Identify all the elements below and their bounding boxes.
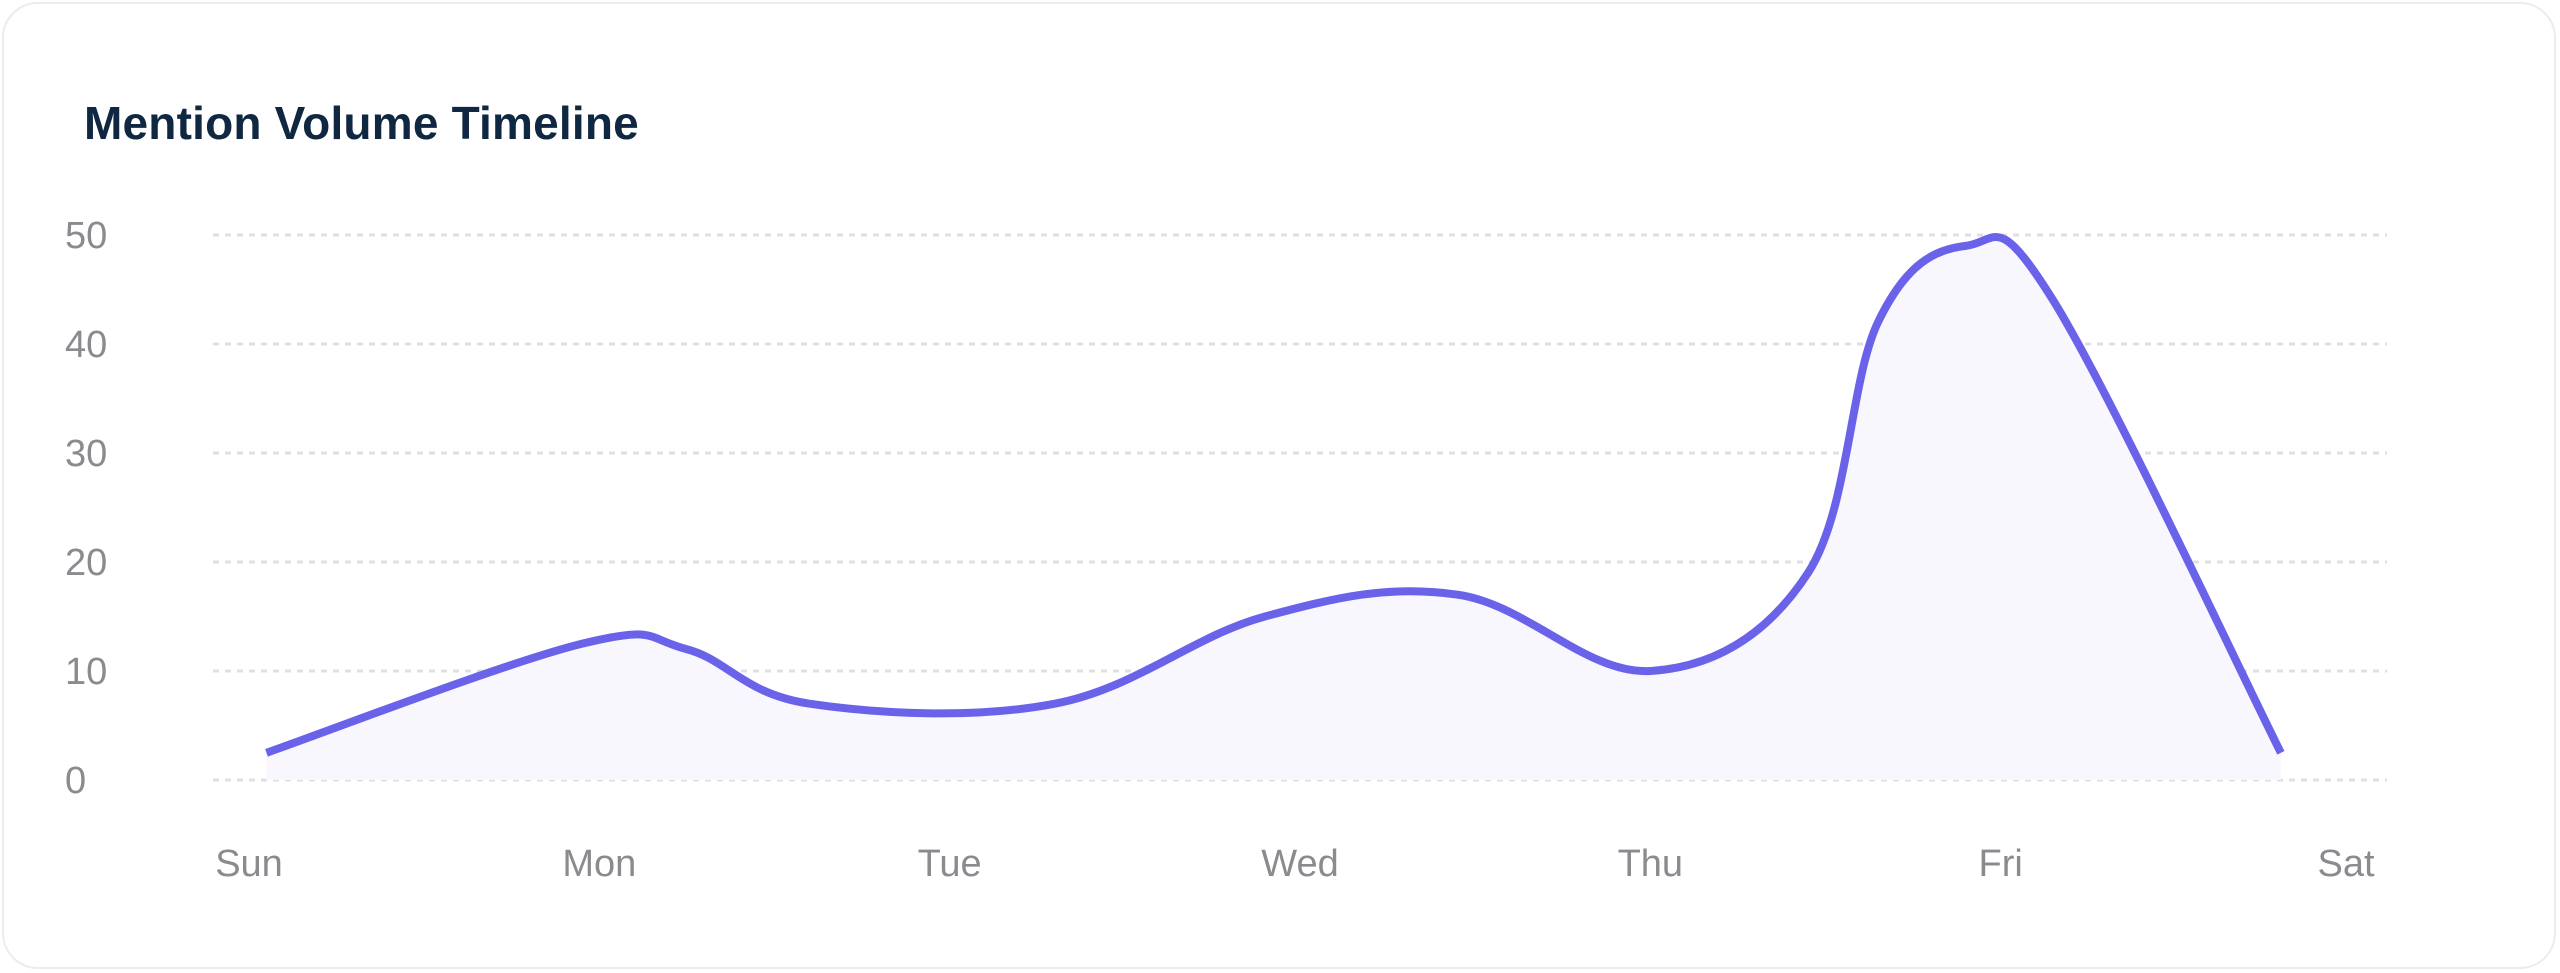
data-point	[266, 752, 267, 753]
y-axis-ticks: 0 10 20 30 40 50	[65, 215, 107, 802]
y-tick-label: 30	[65, 433, 107, 475]
data-point	[1054, 703, 1055, 704]
data-point	[2280, 752, 2281, 753]
y-tick-label: 0	[65, 760, 86, 802]
x-tick-label: Thu	[1618, 843, 1683, 885]
y-tick-label: 20	[65, 542, 107, 584]
data-point	[1878, 322, 1879, 323]
x-tick-label: Mon	[562, 843, 636, 885]
data-point	[2053, 300, 2054, 301]
data-point	[686, 649, 687, 650]
y-tick-label: 10	[65, 651, 107, 693]
series-line	[265, 233, 2285, 757]
x-tick-label: Sun	[215, 843, 283, 885]
data-point	[1264, 616, 1265, 617]
data-point	[1457, 594, 1458, 595]
x-tick-label: Sat	[2317, 843, 2374, 885]
data-point	[1650, 671, 1651, 672]
series-area-fill	[266, 236, 2281, 780]
data-point	[1965, 245, 1966, 246]
x-axis-ticks: Sun Mon Tue Wed Thu Fri Sat	[215, 843, 2375, 885]
data-point	[809, 703, 810, 704]
x-tick-label: Tue	[918, 843, 982, 885]
y-tick-label: 50	[65, 215, 107, 257]
chart-title: Mention Volume Timeline	[84, 97, 639, 149]
data-point	[581, 643, 582, 644]
x-tick-label: Fri	[1979, 843, 2023, 885]
y-tick-label: 40	[65, 324, 107, 366]
data-point	[1807, 572, 1808, 573]
series-layer	[265, 233, 2285, 780]
x-tick-label: Wed	[1261, 843, 1338, 885]
